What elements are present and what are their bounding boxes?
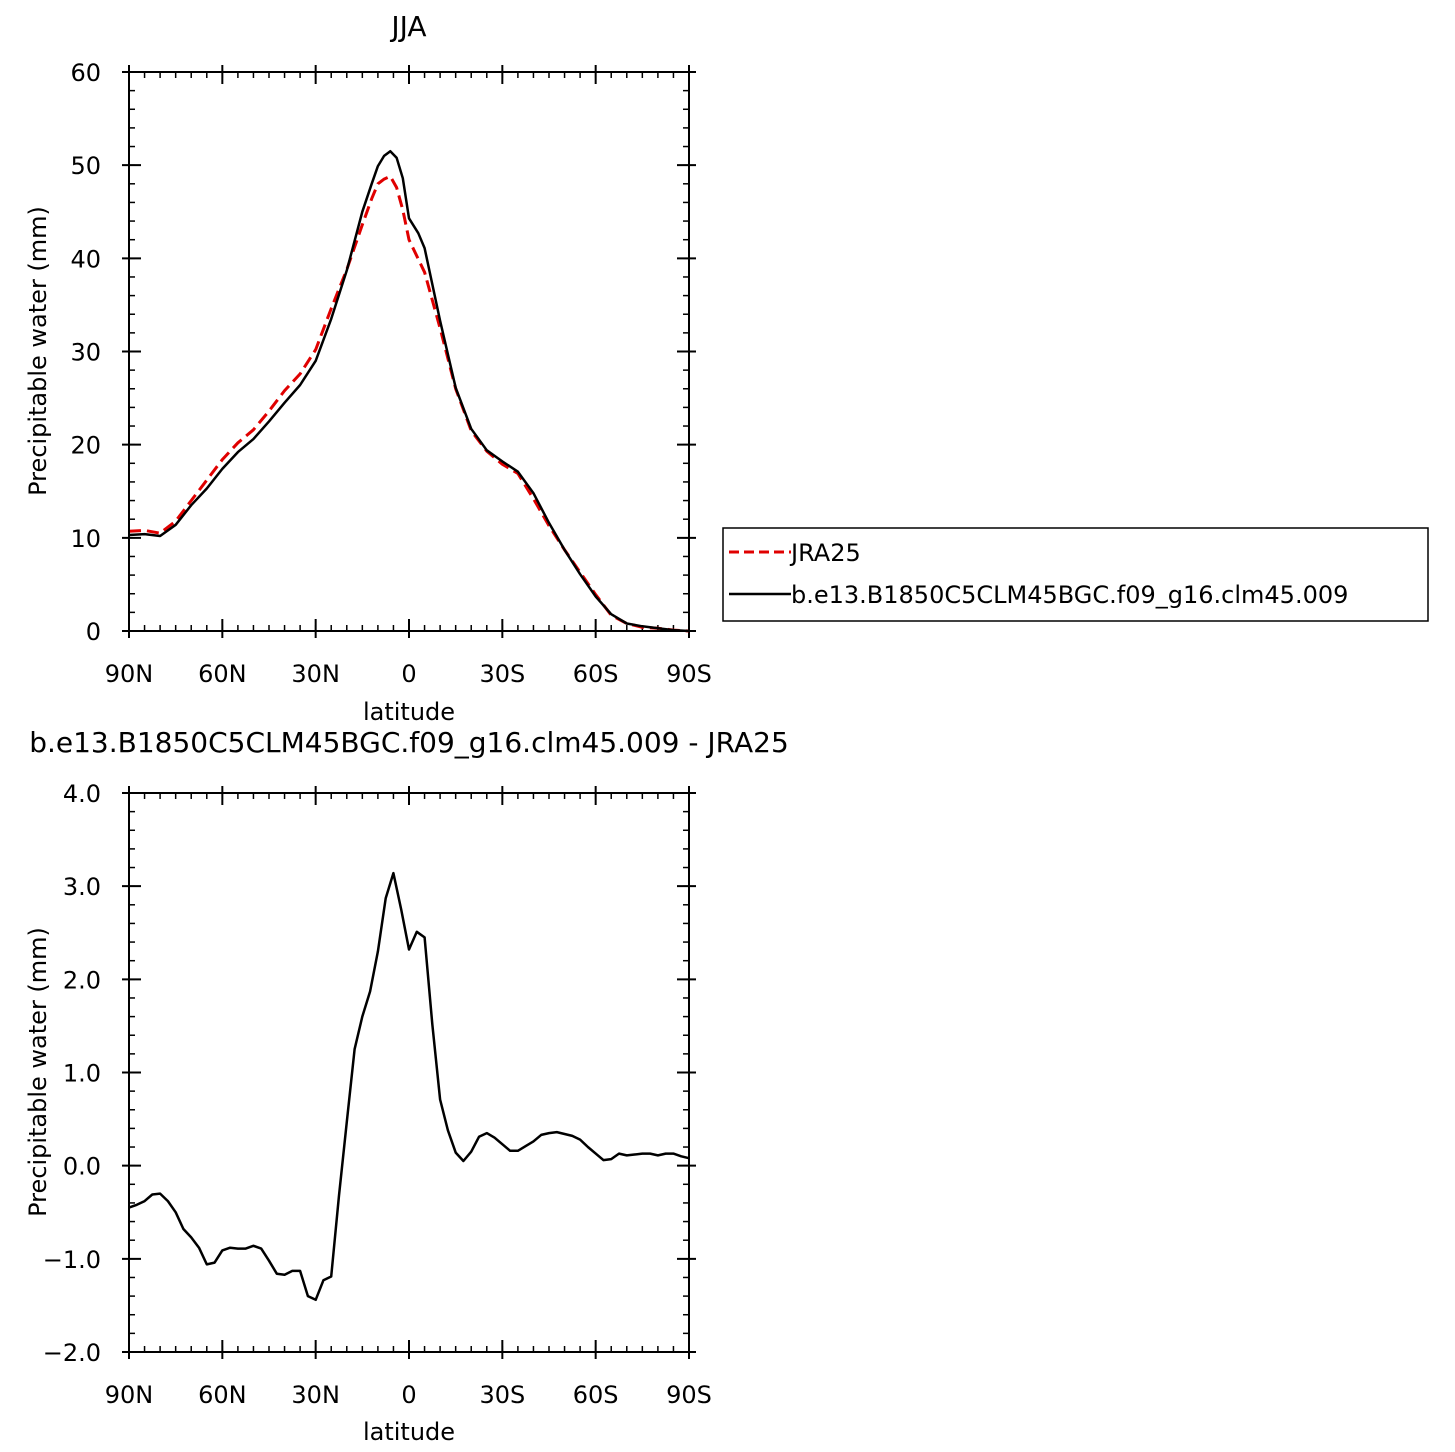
top-panel-x-tick-labels: 90N 60N 30N 0 30S 60S 90S — [105, 660, 712, 688]
y-tick-label: 10 — [70, 525, 101, 553]
top-series-line-0 — [128, 174, 690, 633]
x-tick-label: 90S — [666, 1381, 712, 1409]
x-tick-label: 90N — [105, 660, 154, 688]
y-tick-label: 60 — [70, 59, 101, 87]
x-tick-label: 90S — [666, 660, 712, 688]
y-tick-label: 3.0 — [63, 873, 101, 901]
bottom-series-line-0 — [128, 871, 690, 1302]
bottom-panel-x-axis-title: latitude — [363, 1418, 455, 1446]
top-panel: JJA 90N 60N 30N 0 30S 60S 90S 0 10 20 30 40 50 60 la… — [24, 10, 712, 726]
top-panel-series — [128, 149, 690, 633]
bottom-panel-x-tick-labels: 90N 60N 30N 0 30S 60S 90S — [105, 1381, 712, 1409]
x-tick-label: 30S — [479, 660, 525, 688]
bottom-panel-y-tick-labels: −2.0 −1.0 0.0 1.0 2.0 3.0 4.0 — [43, 780, 101, 1367]
bottom-panel-plot-frame — [128, 792, 690, 1353]
y-tick-label: 2.0 — [63, 966, 101, 994]
y-tick-label: −1.0 — [43, 1246, 101, 1274]
top-panel-x-axis-title: latitude — [363, 698, 455, 726]
x-tick-label: 90N — [105, 1381, 154, 1409]
top-panel-ticks — [122, 65, 696, 638]
bottom-panel-y-axis-title: Precipitable water (mm) — [24, 927, 52, 1217]
x-tick-label: 60N — [198, 660, 247, 688]
y-tick-label: 40 — [70, 245, 101, 273]
top-series-line-1 — [128, 149, 690, 633]
x-tick-label: 0 — [401, 660, 416, 688]
x-tick-label: 60S — [573, 1381, 619, 1409]
y-tick-label: 20 — [70, 432, 101, 460]
x-tick-label: 30N — [291, 660, 340, 688]
legend: JRA25 b.e13.B1850C5CLM45BGC.f09_g16.clm4… — [722, 527, 1429, 622]
x-tick-label: 60N — [198, 1381, 247, 1409]
y-tick-label: 0 — [86, 618, 101, 646]
top-panel-y-tick-labels: 0 10 20 30 40 50 60 — [70, 59, 101, 646]
y-tick-label: 4.0 — [63, 780, 101, 808]
y-tick-label: 1.0 — [63, 1060, 101, 1088]
bottom-panel-y-axis-clip-group: Precipitable water (mm) — [24, 927, 52, 1217]
bottom-panel: b.e13.B1850C5CLM45BGC.f09_g16.clm45.009 … — [24, 726, 789, 1446]
top-panel-plot-frame — [128, 71, 690, 632]
x-tick-label: 30S — [479, 1381, 525, 1409]
legend-label-jra25: JRA25 — [789, 539, 861, 567]
top-panel-y-axis-title: Precipitable water (mm) — [24, 206, 52, 496]
legend-label-model: b.e13.B1850C5CLM45BGC.f09_g16.clm45.009 — [791, 581, 1348, 609]
y-tick-label: 30 — [70, 339, 101, 367]
x-tick-label: 30N — [291, 1381, 340, 1409]
top-panel-title: JJA — [389, 10, 426, 43]
bottom-panel-series — [128, 871, 690, 1302]
legend-box — [722, 527, 1429, 622]
bottom-panel-ticks — [122, 786, 696, 1359]
bottom-panel-title: b.e13.B1850C5CLM45BGC.f09_g16.clm45.009 … — [29, 726, 789, 759]
x-tick-label: 0 — [401, 1381, 416, 1409]
y-tick-label: −2.0 — [43, 1339, 101, 1367]
y-tick-label: 50 — [70, 152, 101, 180]
x-tick-label: 60S — [573, 660, 619, 688]
y-tick-label: 0.0 — [63, 1153, 101, 1181]
